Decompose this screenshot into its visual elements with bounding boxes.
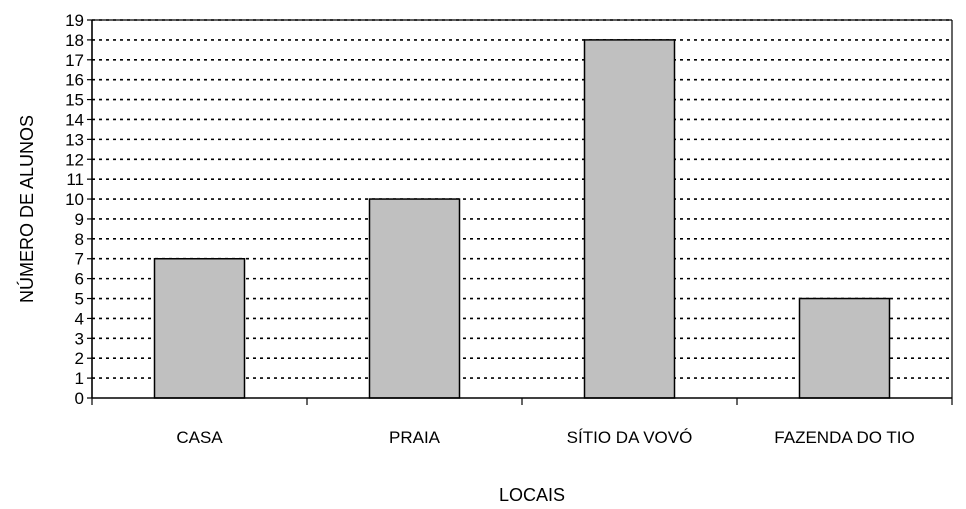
y-axis-title: NÚMERO DE ALUNOS [16, 115, 37, 303]
bars [153, 39, 891, 399]
y-tick-label: 4 [75, 309, 84, 328]
y-tick-label: 5 [75, 290, 84, 309]
x-tick-labels: CASA PRAIA SÍTIO DA VOVÓ FAZENDA DO TIO [176, 428, 914, 447]
bar [153, 257, 246, 399]
y-tick-label: 10 [65, 190, 84, 209]
bar [583, 39, 676, 399]
axes [87, 19, 953, 405]
y-tick-label: 0 [75, 389, 84, 408]
y-tick-label: 7 [75, 250, 84, 269]
bar [368, 198, 461, 399]
y-tick-label: 9 [75, 210, 84, 229]
y-tick-label: 16 [65, 71, 84, 90]
y-tick-label: 12 [65, 150, 84, 169]
y-tick-label: 15 [65, 91, 84, 110]
y-tick-label: 17 [65, 51, 84, 70]
x-tick-label: FAZENDA DO TIO [774, 428, 914, 447]
y-tick-label: 13 [65, 130, 84, 149]
y-tick-label: 19 [65, 11, 84, 30]
y-tick-label: 14 [65, 110, 84, 129]
y-tick-label: 1 [75, 369, 84, 388]
y-tick-label: 2 [75, 349, 84, 368]
x-tick-label: PRAIA [389, 428, 441, 447]
y-tick-label: 6 [75, 270, 84, 289]
y-tick-label: 3 [75, 329, 84, 348]
x-axis-title: LOCAIS [499, 485, 565, 505]
y-tick-label: 8 [75, 230, 84, 249]
y-tick-label: 18 [65, 31, 84, 50]
x-tick-label: SÍTIO DA VOVÓ [567, 428, 693, 447]
x-tick-label: CASA [176, 428, 223, 447]
y-tick-label: 11 [66, 170, 84, 189]
bar [798, 297, 891, 399]
